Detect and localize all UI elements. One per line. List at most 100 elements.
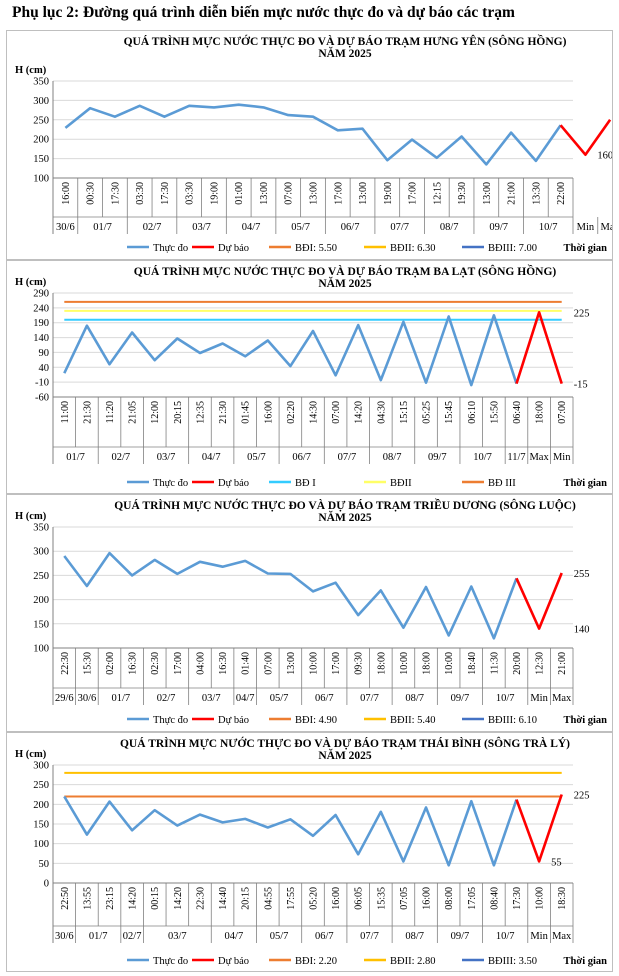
x-tick-label: 17:00 — [333, 182, 344, 205]
chart-panel-trieu-duong: QUÁ TRÌNH MỰC NƯỚC THỰC ĐO VÀ DỰ BÁO TRẠ… — [6, 494, 613, 732]
x-tick-label: 20:15 — [241, 887, 252, 910]
chart-subtitle: NĂM 2025 — [318, 510, 372, 524]
x-tick-label: 08:00 — [444, 887, 455, 910]
x-tick-label: 22:30 — [60, 652, 71, 675]
x-tick-label: 12:15 — [432, 182, 443, 205]
date-group-label: Max — [601, 222, 612, 233]
y-tick-label: 0 — [44, 879, 49, 890]
x-tick-label: 02:30 — [150, 652, 161, 675]
x-tick-label: 10:00 — [399, 652, 410, 675]
x-tick-label: 07:00 — [263, 652, 274, 675]
x-tick-label: 17:30 — [512, 887, 523, 910]
x-tick-label: 18:00 — [535, 401, 546, 424]
forecast-data-label: 225 — [574, 308, 590, 319]
date-group-label: 03/7 — [202, 693, 221, 704]
x-tick-label: 07:00 — [284, 182, 295, 205]
legend-label: Dự báo — [218, 243, 249, 254]
x-tick-label: 01:45 — [241, 401, 252, 424]
date-group-label: 10/7 — [539, 222, 558, 233]
date-group-label: 02/7 — [143, 222, 162, 233]
x-tick-label: 14:30 — [309, 401, 320, 424]
x-tick-label: 15:30 — [82, 652, 93, 675]
x-tick-label: 12:30 — [535, 652, 546, 675]
date-group-label: Max — [552, 931, 572, 942]
date-group-label: Max — [529, 452, 549, 463]
x-tick-label: 00:30 — [86, 182, 97, 205]
y-tick-label: 250 — [33, 115, 49, 126]
date-group-label: 01/7 — [93, 222, 112, 233]
y-tick-label: -60 — [35, 393, 49, 404]
x-tick-label: 21:30 — [218, 401, 229, 424]
x-tick-label: 22:30 — [195, 887, 206, 910]
x-tick-label: 15:15 — [399, 401, 410, 424]
series-forecast-line — [515, 310, 563, 384]
chart-title: QUÁ TRÌNH MỰC NƯỚC THỰC ĐO VÀ DỰ BÁO TRẠ… — [124, 33, 567, 48]
chart-panel-thai-binh: QUÁ TRÌNH MỰC NƯỚC THỰC ĐO VÀ DỰ BÁO TRẠ… — [6, 732, 613, 972]
date-group-label: 30/6 — [78, 693, 97, 704]
x-tick-label: 15:35 — [376, 887, 387, 910]
series-observed-line — [63, 795, 518, 867]
forecast-data-label: -15 — [574, 380, 588, 391]
x-tick-label: 04:55 — [263, 887, 274, 910]
legend-label: BĐII: 5.40 — [390, 715, 436, 726]
y-tick-label: 200 — [33, 800, 49, 811]
legend-label: BĐII — [390, 478, 412, 489]
y-tick-label: 240 — [33, 303, 49, 314]
chart-panel-ba-lat: QUÁ TRÌNH MỰC NƯỚC THỰC ĐO VÀ DỰ BÁO TRẠ… — [6, 260, 613, 494]
x-axis-label: Thời gian — [564, 956, 608, 967]
series-forecast-line — [515, 572, 563, 630]
date-group-label: 01/7 — [66, 452, 85, 463]
y-tick-label: 100 — [33, 174, 49, 185]
x-tick-label: 22:00 — [556, 182, 567, 205]
legend-label: BĐ III — [488, 478, 516, 489]
x-axis-label: Thời gian — [564, 715, 608, 726]
x-tick-label: 07:00 — [557, 401, 568, 424]
x-tick-label: 07:05 — [399, 887, 410, 910]
chart-subtitle: NĂM 2025 — [318, 276, 372, 290]
x-tick-label: 17:05 — [467, 887, 478, 910]
date-group-label: 05/7 — [270, 931, 289, 942]
x-tick-label: 16:00 — [61, 182, 72, 205]
x-tick-label: 10:00 — [309, 652, 320, 675]
date-group-label: Max — [552, 693, 572, 704]
x-tick-label: 16:00 — [331, 887, 342, 910]
date-group-label: 10/7 — [496, 693, 515, 704]
date-group-label: 03/7 — [157, 452, 176, 463]
date-group-label: 05/7 — [291, 222, 310, 233]
x-tick-label: 02:00 — [105, 652, 116, 675]
page-title: Phụ lục 2: Đường quá trình diễn biến mực… — [12, 4, 515, 21]
y-tick-label: 200 — [33, 135, 49, 146]
date-group-label: 06/7 — [341, 222, 360, 233]
date-group-label: 04/7 — [236, 693, 255, 704]
chart-title: QUÁ TRÌNH MỰC NƯỚC THỰC ĐO VÀ DỰ BÁO TRẠ… — [114, 497, 576, 512]
y-axis-label: H (cm) — [15, 511, 47, 522]
x-tick-label: 18:30 — [557, 887, 568, 910]
legend-label: Dự báo — [218, 956, 249, 967]
y-tick-label: -10 — [35, 378, 49, 389]
date-group-label: 04/7 — [225, 931, 244, 942]
x-axis-label: Thời gian — [564, 243, 608, 254]
date-group-label: 07/7 — [360, 931, 379, 942]
date-group-label: 04/7 — [242, 222, 261, 233]
legend-label: Thực đo — [153, 478, 188, 489]
x-tick-label: 13:00 — [309, 182, 320, 205]
y-tick-label: 350 — [33, 523, 49, 534]
x-tick-label: 17:55 — [286, 887, 297, 910]
date-group-label: 01/7 — [111, 693, 130, 704]
x-tick-label: 04:00 — [195, 652, 206, 675]
date-group-label: 02/7 — [111, 452, 130, 463]
x-tick-label: 18:00 — [422, 652, 433, 675]
x-tick-label: 23:15 — [105, 887, 116, 910]
x-tick-label: 12:00 — [150, 401, 161, 424]
date-group-label: 09/7 — [428, 452, 447, 463]
date-group-label: 08/7 — [405, 931, 424, 942]
chart-title: QUÁ TRÌNH MỰC NƯỚC THỰC ĐO VÀ DỰ BÁO TRẠ… — [120, 736, 570, 750]
forecast-data-label: 140 — [574, 625, 590, 636]
date-group-label: 03/7 — [168, 931, 187, 942]
y-tick-label: 300 — [33, 96, 49, 107]
x-tick-label: 06:10 — [467, 401, 478, 424]
y-tick-label: 300 — [33, 761, 49, 772]
legend-label: BĐII: 6.30 — [390, 243, 436, 254]
date-group-label: Min — [530, 931, 548, 942]
x-axis-label: Thời gian — [564, 478, 608, 489]
